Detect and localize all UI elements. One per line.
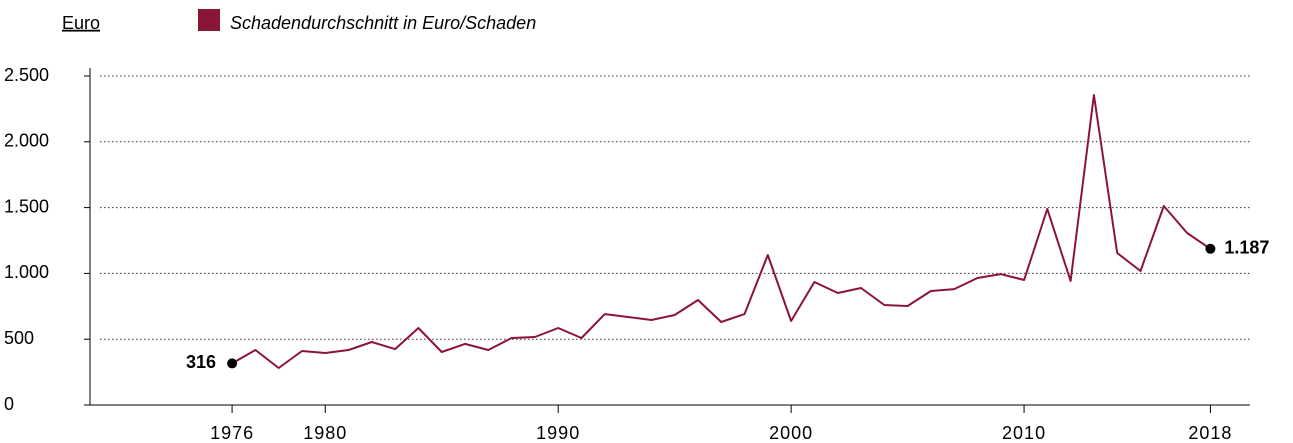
data-label: 316 [186,352,216,372]
data-label: 1.187 [1224,238,1269,258]
y-tick-label: 1.500 [4,196,49,216]
y-tick-label: 0 [4,394,14,414]
x-tick-label: 1976 [210,423,254,443]
y-tick-label: 2.000 [4,131,49,151]
y-tick-label: 2.500 [4,65,49,85]
y-tick-label: 500 [4,328,34,348]
x-tick-label: 2000 [769,423,813,443]
x-tick-label: 1980 [303,423,347,443]
data-line [231,94,1211,369]
legend-label: Schadendurchschnitt in Euro/Schaden [230,13,536,33]
y-tick-label: 1.000 [4,262,49,282]
legend-swatch [198,9,220,31]
end-point [227,358,238,369]
x-tick-label: 2018 [1188,423,1232,443]
x-tick-label: 2010 [1002,423,1046,443]
y-axis-label: Euro [62,13,100,33]
end-point [1205,243,1216,254]
x-tick-label: 1990 [536,423,580,443]
